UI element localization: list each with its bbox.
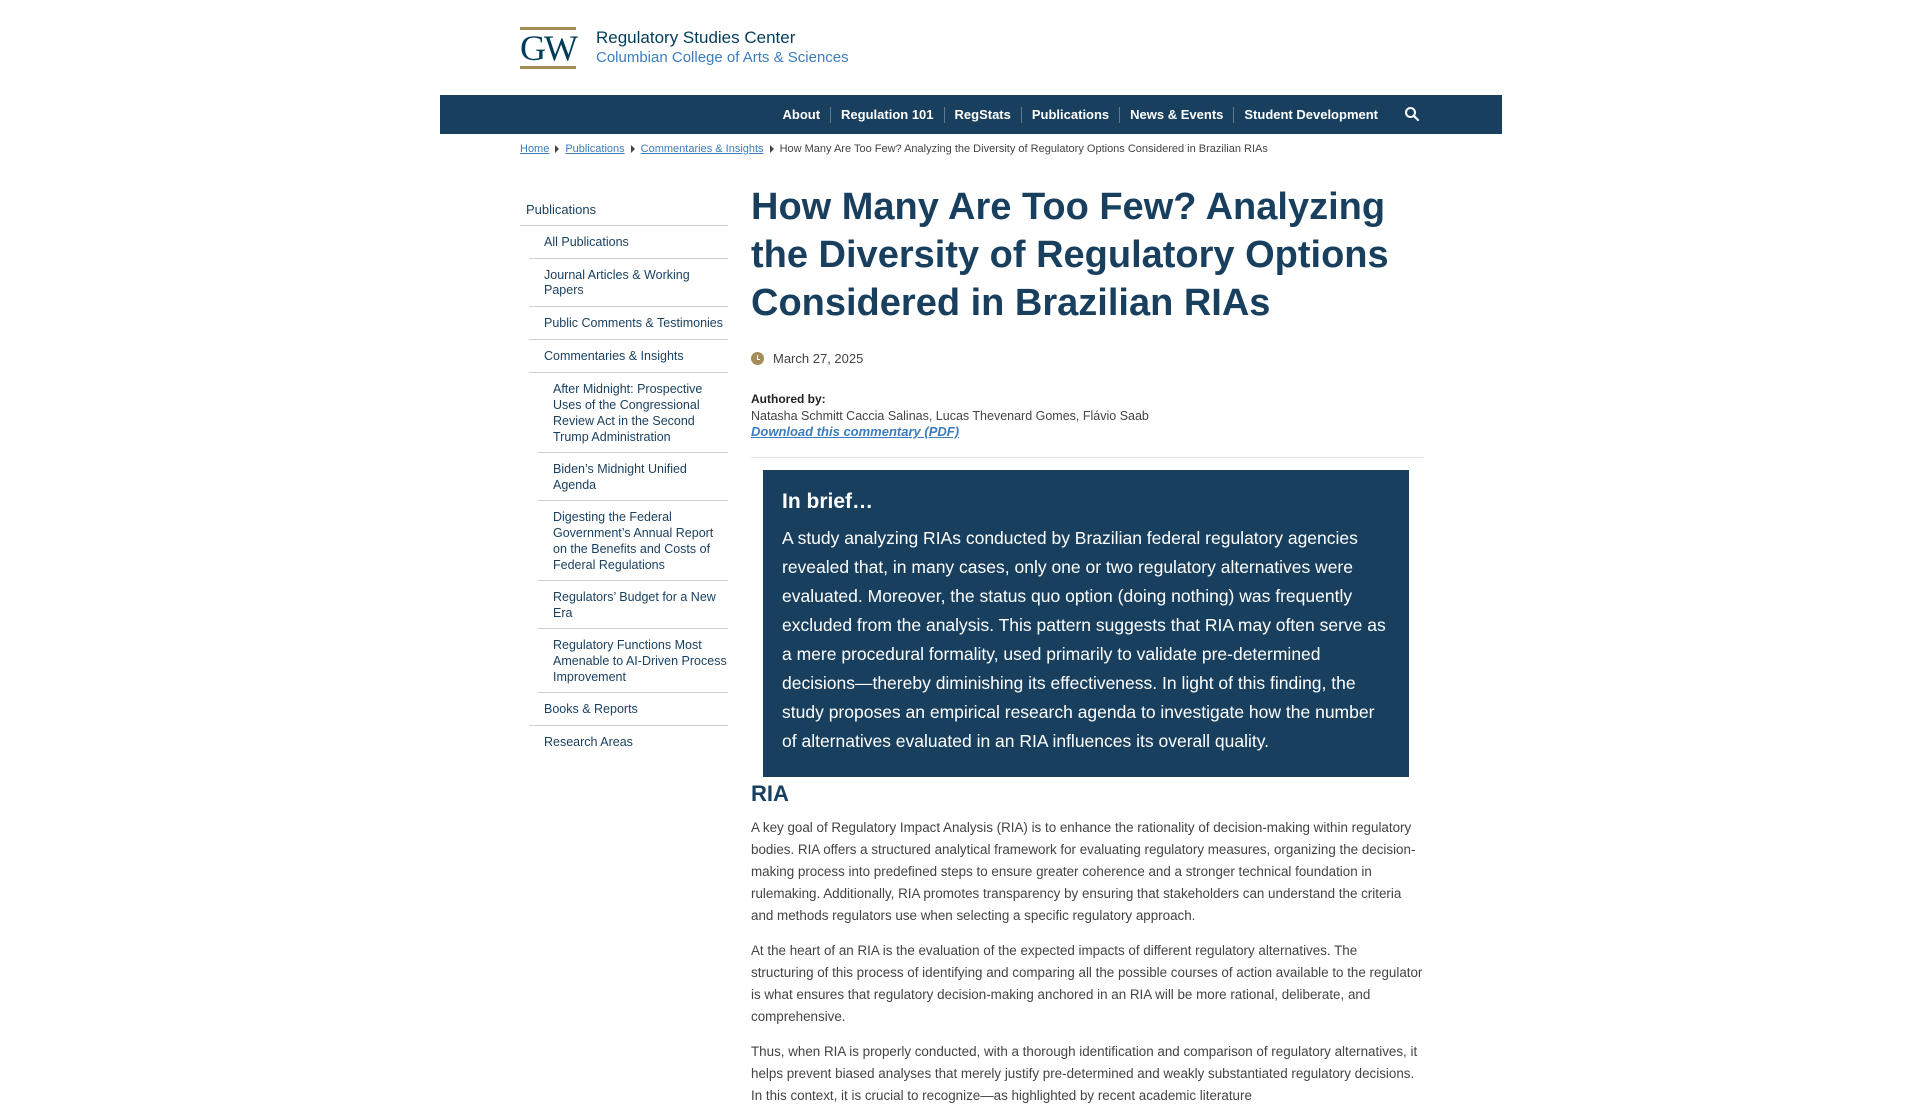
breadcrumb-home[interactable]: Home — [520, 143, 550, 155]
article-main: How Many Are Too Few? Analyzing the Dive… — [751, 183, 1423, 1120]
page-title: How Many Are Too Few? Analyzing the Dive… — [751, 186, 1389, 324]
breadcrumb-arrow-icon — [769, 145, 774, 153]
main-nav: About Regulation 101 RegStats Publicatio… — [440, 95, 1502, 134]
sidebar-subitem-after-midnight[interactable]: After Midnight: Prospective Uses of the … — [538, 373, 728, 453]
in-brief-text: A study analyzing RIAs conducted by Braz… — [782, 528, 1386, 751]
divider — [751, 457, 1423, 458]
sidebar-subitem-regulators-budget[interactable]: Regulators’ Budget for a New Era — [538, 581, 728, 629]
in-brief-title: In brief… — [782, 490, 874, 513]
date-text: March 27, 2025 — [773, 351, 864, 366]
nav-student-development[interactable]: Student Development — [1233, 106, 1388, 123]
site-header: GW Regulatory Studies Center Columbian C… — [520, 26, 849, 70]
sidebar-item-books-reports[interactable]: Books & Reports — [529, 693, 728, 726]
breadcrumb-commentaries[interactable]: Commentaries & Insights — [640, 143, 764, 155]
breadcrumb-arrow-icon — [630, 145, 635, 153]
search-icon[interactable] — [1404, 106, 1420, 122]
sidebar-item-journal-articles[interactable]: Journal Articles & Working Papers — [529, 259, 728, 307]
sidebar-item-research-areas[interactable]: Research Areas — [544, 735, 633, 749]
clock-icon — [751, 352, 764, 365]
nav-regstats[interactable]: RegStats — [943, 106, 1021, 123]
org-subtitle[interactable]: Columbian College of Arts & Sciences — [596, 49, 849, 66]
sidebar-subitem-digesting-report[interactable]: Digesting the Federal Government’s Annua… — [538, 501, 728, 581]
breadcrumb: Home Publications Commentaries & Insight… — [520, 143, 1268, 155]
sidebar-subitem-ai-process[interactable]: Regulatory Functions Most Amenable to AI… — [538, 629, 728, 693]
breadcrumb-current: How Many Are Too Few? Analyzing the Dive… — [779, 143, 1268, 155]
download-pdf-link[interactable]: Download this commentary (PDF) — [751, 424, 960, 439]
authors-list: Natasha Schmitt Caccia Salinas, Lucas Th… — [751, 409, 1149, 423]
article-paragraph: At the heart of an RIA is the evaluation… — [751, 943, 1423, 1024]
sidebar-item-all-publications[interactable]: All Publications — [529, 226, 728, 259]
sidebar-subitem-biden-midnight[interactable]: Biden’s Midnight Unified Agenda — [538, 453, 728, 501]
sidebar-nav: Publications All Publications Journal Ar… — [520, 196, 728, 758]
sidebar-item-public-comments[interactable]: Public Comments & Testimonies — [529, 307, 728, 340]
article-paragraph: A key goal of Regulatory Impact Analysis… — [751, 820, 1416, 923]
nav-publications[interactable]: Publications — [1020, 106, 1119, 123]
nav-news-events[interactable]: News & Events — [1119, 106, 1233, 123]
in-brief-box: In brief… A study analyzing RIAs conduct… — [763, 470, 1409, 777]
nav-items: About Regulation 101 RegStats Publicatio… — [773, 95, 1389, 134]
sidebar-item-commentaries[interactable]: Commentaries & Insights — [529, 340, 728, 373]
gw-logo[interactable]: GW — [520, 27, 578, 69]
nav-regulation-101[interactable]: Regulation 101 — [830, 106, 943, 123]
article-date: March 27, 2025 — [751, 351, 1423, 366]
sidebar-heading-publications[interactable]: Publications — [520, 196, 728, 226]
article-paragraph: Thus, when RIA is properly conducted, wi… — [751, 1044, 1418, 1103]
org-name[interactable]: Regulatory Studies Center — [596, 28, 796, 47]
breadcrumb-publications[interactable]: Publications — [565, 143, 625, 155]
breadcrumb-arrow-icon — [555, 145, 560, 153]
nav-about[interactable]: About — [782, 106, 821, 122]
org-identity: Regulatory Studies Center Columbian Coll… — [596, 28, 849, 68]
authored-by-label: Authored by: — [751, 392, 826, 406]
section-heading-ria: RIA — [751, 781, 789, 806]
